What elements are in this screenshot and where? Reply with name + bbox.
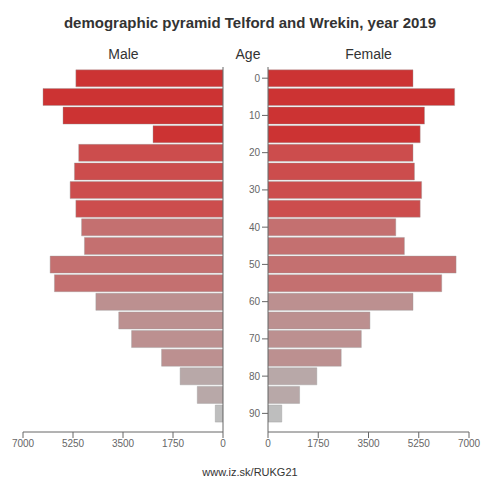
svg-text:90: 90 [249, 408, 261, 419]
html-text:Female: Female [345, 46, 392, 62]
svg-text:80: 80 [249, 371, 261, 382]
svg-text:10: 10 [249, 110, 261, 121]
html-text:www.iz.sk/RUKG21: www.iz.sk/RUKG21 [202, 466, 298, 478]
html-text:demographic pyramid Telford an: demographic pyramid Telford and Wrekin, … [64, 14, 436, 31]
svg-text:7000: 7000 [12, 438, 35, 449]
html-text:Male: Male [108, 46, 139, 62]
html-text:Age: Age [235, 46, 261, 62]
svg-text:3500: 3500 [357, 438, 380, 449]
svg-text:5250: 5250 [408, 438, 431, 449]
svg-text:50: 50 [249, 259, 261, 270]
svg-text:40: 40 [249, 222, 261, 233]
svg-text:1750: 1750 [162, 438, 185, 449]
svg-text:7000: 7000 [458, 438, 481, 449]
svg-text:30: 30 [249, 184, 261, 195]
svg-text:0: 0 [220, 438, 226, 449]
svg-text:3500: 3500 [112, 438, 135, 449]
svg-text:1750: 1750 [307, 438, 330, 449]
svg-text:20: 20 [249, 147, 261, 158]
svg-text:0: 0 [254, 73, 260, 84]
svg-text:0: 0 [265, 438, 271, 449]
svg-text:60: 60 [249, 296, 261, 307]
svg-text:70: 70 [249, 333, 261, 344]
svg-text:5250: 5250 [62, 438, 85, 449]
